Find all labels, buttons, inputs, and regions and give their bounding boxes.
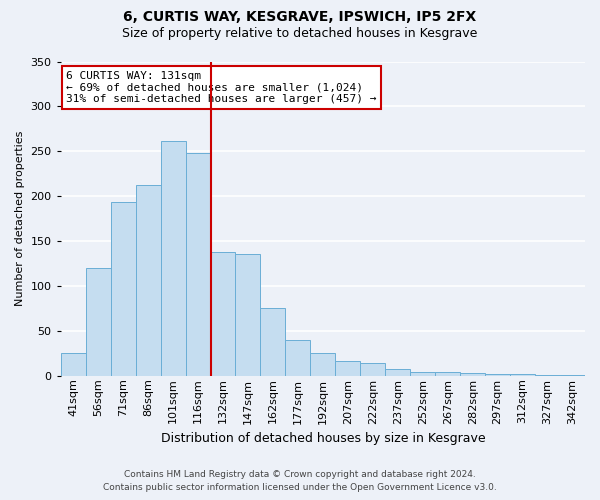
Bar [86, 268, 110, 376]
Bar [535, 375, 560, 376]
Text: Contains HM Land Registry data © Crown copyright and database right 2024.
Contai: Contains HM Land Registry data © Crown c… [103, 470, 497, 492]
Bar [361, 363, 385, 376]
Text: 6 CURTIS WAY: 131sqm
← 69% of detached houses are smaller (1,024)
31% of semi-de: 6 CURTIS WAY: 131sqm ← 69% of detached h… [66, 71, 376, 104]
X-axis label: Distribution of detached houses by size in Kesgrave: Distribution of detached houses by size … [161, 432, 485, 445]
Bar [560, 375, 585, 376]
Bar [185, 153, 211, 376]
Bar [460, 373, 485, 376]
Bar [385, 370, 410, 376]
Text: Size of property relative to detached houses in Kesgrave: Size of property relative to detached ho… [122, 28, 478, 40]
Bar [510, 374, 535, 376]
Bar [260, 308, 286, 376]
Text: 6, CURTIS WAY, KESGRAVE, IPSWICH, IP5 2FX: 6, CURTIS WAY, KESGRAVE, IPSWICH, IP5 2F… [124, 10, 476, 24]
Bar [211, 252, 235, 376]
Bar [310, 354, 335, 376]
Bar [110, 202, 136, 376]
Y-axis label: Number of detached properties: Number of detached properties [15, 131, 25, 306]
Bar [161, 142, 185, 376]
Bar [335, 362, 361, 376]
Bar [485, 374, 510, 376]
Bar [136, 184, 161, 376]
Bar [235, 254, 260, 376]
Bar [410, 372, 435, 376]
Bar [286, 340, 310, 376]
Bar [435, 372, 460, 376]
Bar [61, 354, 86, 376]
